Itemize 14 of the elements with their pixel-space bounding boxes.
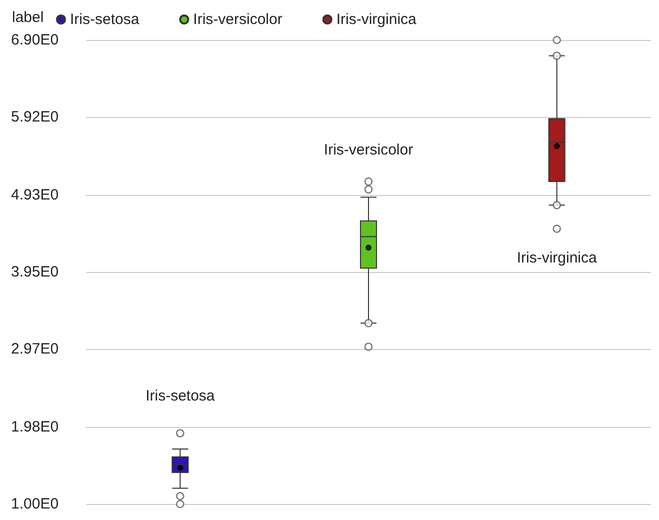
legend-label: Iris-virginica [336,11,418,28]
legend-label: Iris-versicolor [193,11,282,28]
legend-title: label [12,9,44,26]
annotation: Iris-versicolor [324,142,414,158]
y-tick-label: 2.97E0 [11,340,59,358]
y-tick-label: 1.00E0 [11,496,59,512]
y-tick-label: 3.95E0 [11,264,59,280]
annotation: Iris-setosa [146,388,216,404]
y-tick-label: 4.93E0 [11,186,59,204]
legend-label: Iris-setosa [70,11,140,28]
annotation: Iris-virginica [516,250,598,266]
y-tick-label: 1.98E0 [11,418,59,436]
y-tick-label: 6.90E0 [11,32,59,48]
y-tick-label: 5.92E0 [11,108,59,126]
